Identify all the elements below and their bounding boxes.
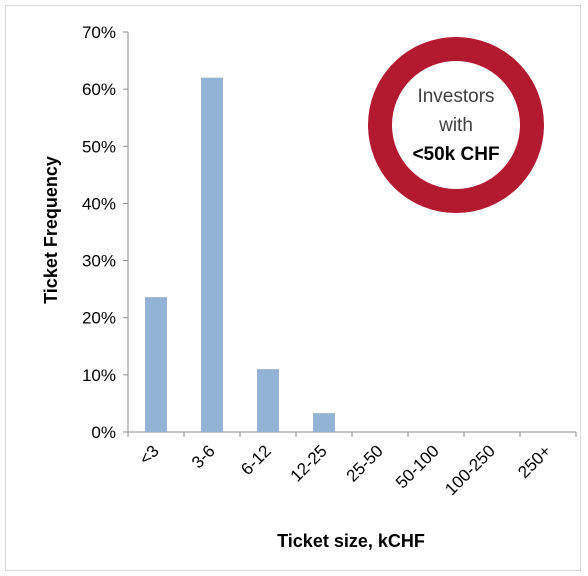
y-tick-label: 40% bbox=[82, 194, 116, 213]
badge-line-3: <50k CHF bbox=[412, 143, 500, 165]
y-tick-label: 20% bbox=[82, 309, 116, 328]
y-tick-label: 30% bbox=[82, 252, 116, 271]
y-tick-label: 10% bbox=[82, 366, 116, 385]
investors-badge: Investors with <50k CHF bbox=[368, 37, 544, 213]
x-tick-label: <3 bbox=[136, 441, 163, 468]
bar bbox=[257, 369, 279, 432]
x-tick-label: 12-25 bbox=[287, 441, 331, 485]
x-tick-label: 25-50 bbox=[343, 441, 387, 485]
x-axis-title: Ticket size, kCHF bbox=[277, 531, 425, 551]
x-tick-label: 50-100 bbox=[392, 441, 443, 492]
y-tick-label: 70% bbox=[82, 23, 116, 42]
x-tick-label: 100-250 bbox=[441, 441, 499, 499]
bar bbox=[201, 77, 223, 432]
bar bbox=[313, 413, 335, 432]
x-tick-label: 6-12 bbox=[237, 441, 274, 478]
x-tick-label: 3-6 bbox=[188, 441, 219, 472]
x-tick-label: 250+ bbox=[514, 441, 555, 482]
y-axis-title: Ticket Frequency bbox=[41, 156, 61, 304]
bar bbox=[145, 297, 167, 432]
badge-line-1: Investors bbox=[417, 85, 495, 107]
badge-line-2: with bbox=[439, 114, 473, 136]
y-tick-label: 60% bbox=[82, 80, 116, 99]
y-tick-label: 0% bbox=[91, 423, 116, 442]
y-tick-label: 50% bbox=[82, 137, 116, 156]
